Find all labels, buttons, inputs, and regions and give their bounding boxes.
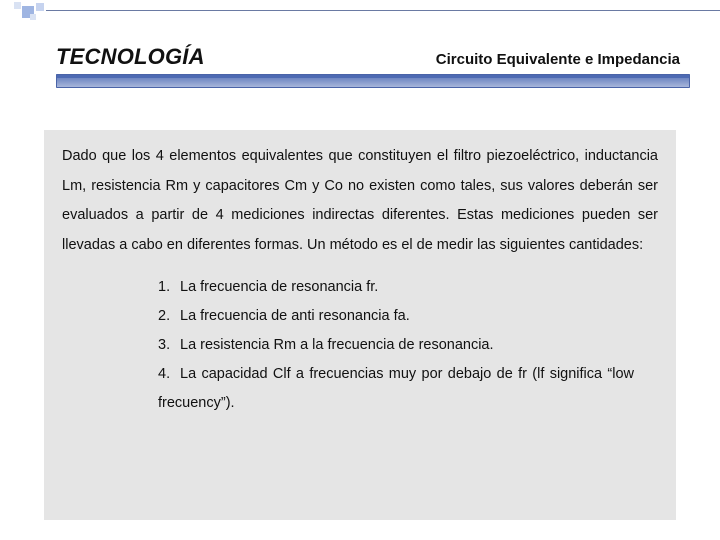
list-number: 4. (158, 360, 180, 389)
list-item: 3.La resistencia Rm a la frecuencia de r… (158, 331, 634, 360)
measurement-list: 1.La frecuencia de resonancia fr. 2.La f… (62, 273, 658, 418)
list-item: 4.La capacidad Clf a frecuencias muy por… (158, 360, 634, 418)
content-body: Dado que los 4 elementos equivalentes qu… (44, 130, 676, 520)
slide: TECNOLOGÍA Circuito Equivalente e Impeda… (0, 0, 720, 540)
intro-paragraph: Dado que los 4 elementos equivalentes qu… (62, 142, 658, 261)
title-accent-bar (56, 74, 690, 88)
list-number: 1. (158, 273, 180, 302)
corner-ornament (0, 0, 720, 22)
list-item: 2.La frecuencia de anti resonancia fa. (158, 302, 634, 331)
header: TECNOLOGÍA Circuito Equivalente e Impeda… (0, 32, 720, 70)
list-number: 2. (158, 302, 180, 331)
page-subtitle: Circuito Equivalente e Impedancia (436, 51, 680, 70)
list-item: 1.La frecuencia de resonancia fr. (158, 273, 634, 302)
list-text: La capacidad Clf a frecuencias muy por d… (158, 366, 634, 411)
top-rule (46, 10, 720, 11)
list-text: La frecuencia de anti resonancia fa. (180, 308, 410, 324)
ornament-square (30, 14, 36, 20)
ornament-square (36, 3, 44, 11)
list-text: La frecuencia de resonancia fr. (180, 279, 378, 295)
list-text: La resistencia Rm a la frecuencia de res… (180, 337, 494, 353)
list-number: 3. (158, 331, 180, 360)
page-title: TECNOLOGÍA (56, 44, 205, 70)
ornament-square (14, 2, 21, 9)
